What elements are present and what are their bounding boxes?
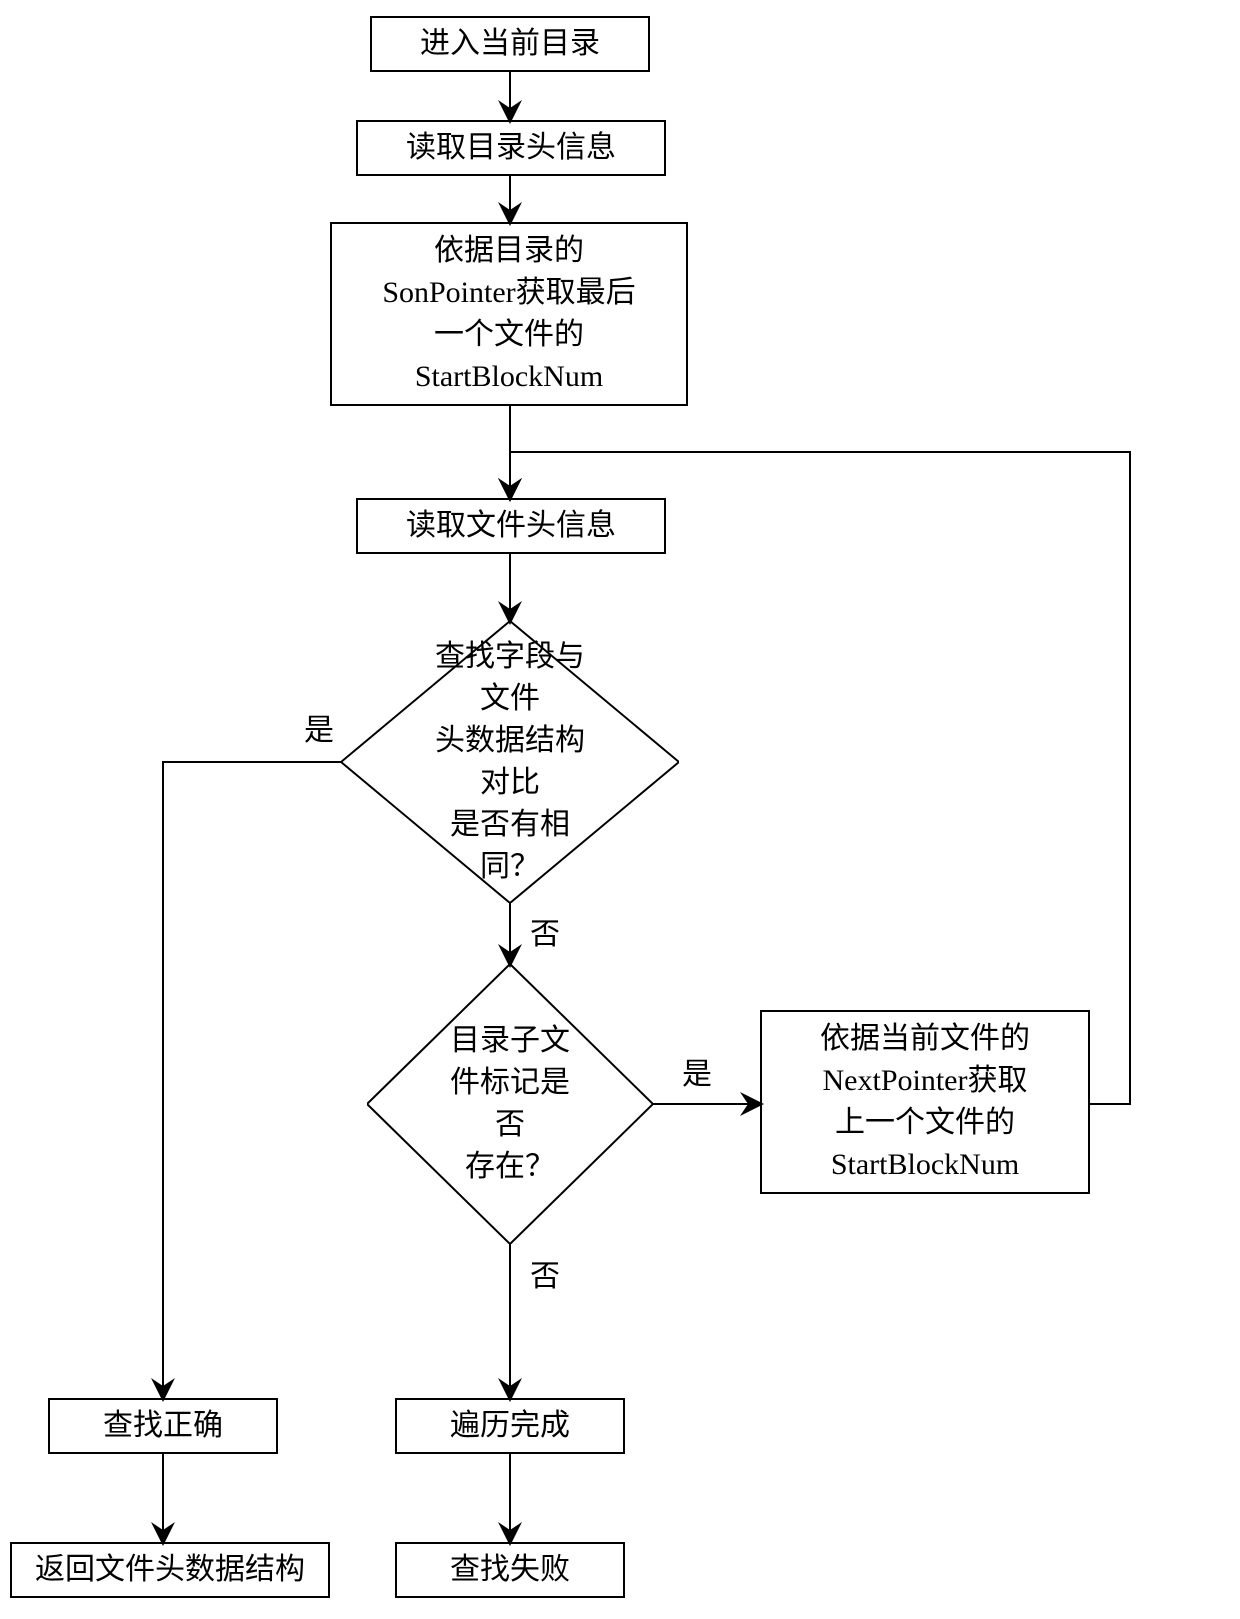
node-text: 进入当前目录 — [420, 23, 600, 65]
node-read-dir-header: 读取目录头信息 — [356, 120, 666, 176]
node-text: 读取目录头信息 — [406, 127, 616, 169]
edge-label-no-2: 否 — [530, 1262, 560, 1292]
node-enter-dir: 进入当前目录 — [370, 16, 650, 72]
node-found-ok: 查找正确 — [48, 1398, 278, 1454]
edge — [163, 762, 341, 1398]
node-read-file-header: 读取文件头信息 — [356, 498, 666, 554]
node-nextpointer: 依据当前文件的 NextPointer获取 上一个文件的 StartBlockN… — [760, 1010, 1090, 1194]
node-text: 返回文件头数据结构 — [35, 1549, 305, 1591]
node-text: 依据目录的 SonPointer获取最后 一个文件的 StartBlockNum — [382, 230, 635, 398]
edge-label-no-1: 否 — [530, 920, 560, 950]
edge-label-yes-2: 是 — [682, 1060, 712, 1090]
node-text: 遍历完成 — [450, 1405, 570, 1447]
node-sonpointer: 依据目录的 SonPointer获取最后 一个文件的 StartBlockNum — [330, 222, 688, 406]
edge-label-yes-1: 是 — [304, 716, 334, 746]
node-traverse-done: 遍历完成 — [395, 1398, 625, 1454]
decision-subfile-exists: 目录子文 件标记是否 存在？ — [367, 964, 653, 1244]
node-text: 目录子文 件标记是否 存在？ — [439, 1020, 582, 1188]
node-return-struct: 返回文件头数据结构 — [10, 1542, 330, 1598]
node-find-fail: 查找失败 — [395, 1542, 625, 1598]
node-text: 查找字段与文件 头数据结构对比 是否有相同？ — [426, 636, 595, 888]
node-text: 读取文件头信息 — [406, 505, 616, 547]
node-text: 查找正确 — [103, 1405, 223, 1447]
node-text: 依据当前文件的 NextPointer获取 上一个文件的 StartBlockN… — [820, 1018, 1030, 1186]
decision-compare-fields: 查找字段与文件 头数据结构对比 是否有相同？ — [341, 621, 679, 903]
node-text: 查找失败 — [450, 1549, 570, 1591]
flowchart-container: 进入当前目录 读取目录头信息 依据目录的 SonPointer获取最后 一个文件… — [0, 0, 1240, 1619]
